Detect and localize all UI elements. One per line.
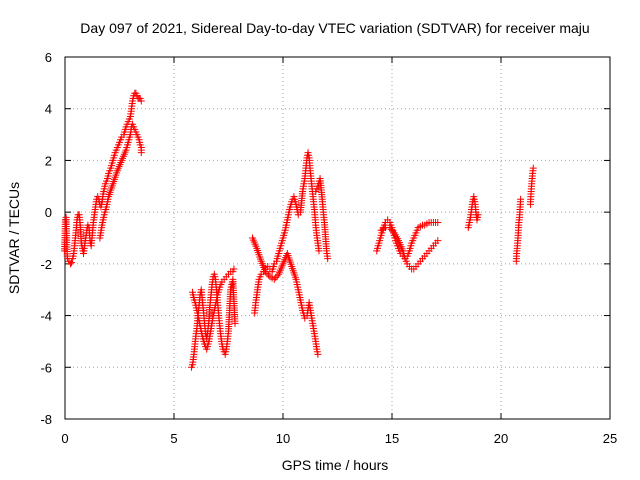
plot-frame: [64, 56, 611, 420]
data-point: [529, 164, 537, 172]
y-tick-label: -6: [40, 360, 52, 375]
data-point: [230, 265, 238, 273]
data-point: [434, 237, 442, 245]
y-tick-label: 4: [45, 102, 52, 117]
chart-title: Day 097 of 2021, Sidereal Day-to-day VTE…: [80, 20, 589, 36]
data-points: [61, 89, 537, 371]
y-axis-label: SDTVAR / TECUs: [6, 182, 22, 294]
y-tick-label: -2: [40, 257, 52, 272]
data-point: [272, 274, 280, 282]
data-point: [389, 227, 397, 235]
x-tick-label: 0: [61, 431, 68, 446]
data-point: [68, 259, 76, 267]
data-point: [231, 319, 239, 327]
y-tick-label: 6: [45, 50, 52, 65]
data-point: [324, 255, 332, 263]
data-point: [273, 272, 281, 280]
data-point: [270, 275, 278, 283]
data-point: [264, 271, 272, 279]
x-tick-label: 15: [385, 431, 399, 446]
data-point: [315, 247, 323, 255]
grid-lines: [65, 57, 610, 419]
data-point: [387, 225, 395, 233]
y-tick-label: -4: [40, 309, 52, 324]
data-point: [434, 218, 442, 226]
y-tick-label: 0: [45, 205, 52, 220]
data-point: [263, 269, 271, 277]
x-tick-label: 25: [603, 431, 617, 446]
data-point: [517, 195, 525, 203]
data-point: [314, 350, 322, 358]
x-tick-label: 10: [276, 431, 290, 446]
data-point: [137, 97, 145, 105]
x-tick-label: 20: [494, 431, 508, 446]
data-point: [262, 268, 270, 276]
data-point: [137, 149, 145, 157]
data-point: [386, 224, 394, 232]
x-tick-label: 5: [170, 431, 177, 446]
axis-ticks: 0 5 10 15 20 25 -8 -6 -4 -2 0 2 4 6: [40, 50, 617, 446]
data-point: [474, 211, 482, 219]
y-tick-label: 2: [45, 153, 52, 168]
x-axis-label: GPS time / hours: [282, 457, 389, 473]
y-tick-label: -8: [40, 412, 52, 427]
data-point: [66, 260, 74, 268]
